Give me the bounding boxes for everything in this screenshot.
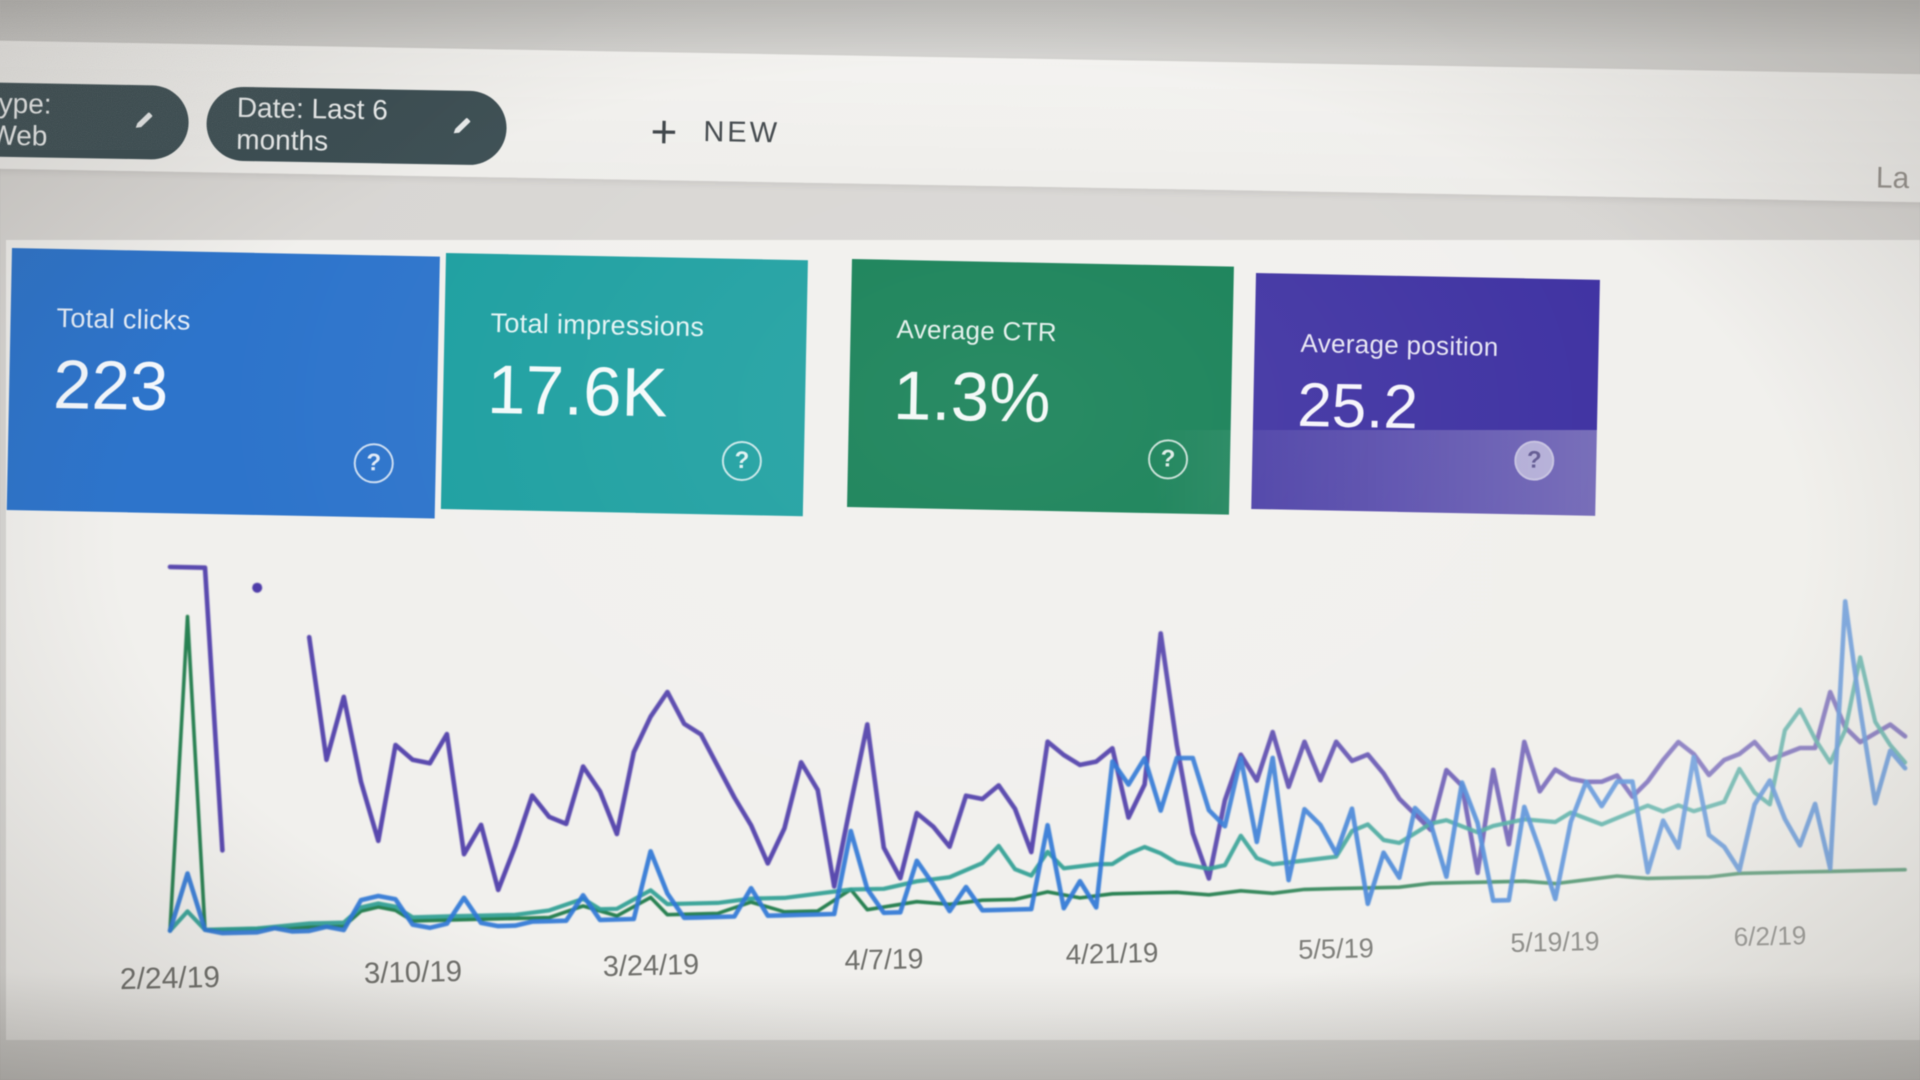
x-axis-label: 3/10/19 [363,955,463,991]
x-axis-label: 2/24/19 [119,961,221,997]
series-line-position [167,564,225,853]
series-line-clicks [167,599,1908,936]
x-axis-label: 3/24/19 [602,949,700,984]
x-axis-label: 5/19/19 [1510,925,1601,958]
x-axis-label: 4/21/19 [1065,937,1160,971]
series-line-position [306,631,1908,893]
x-axis-label: 5/5/19 [1297,931,1375,965]
filter-chip-date[interactable]: Date: Last 6 months [205,86,508,166]
edit-pencil-icon [453,117,471,134]
series-line-impressions [167,655,1908,933]
x-axis-label: 4/7/19 [844,943,924,978]
series-point-position [252,582,263,593]
x-axis-label: 6/2/19 [1733,920,1807,953]
